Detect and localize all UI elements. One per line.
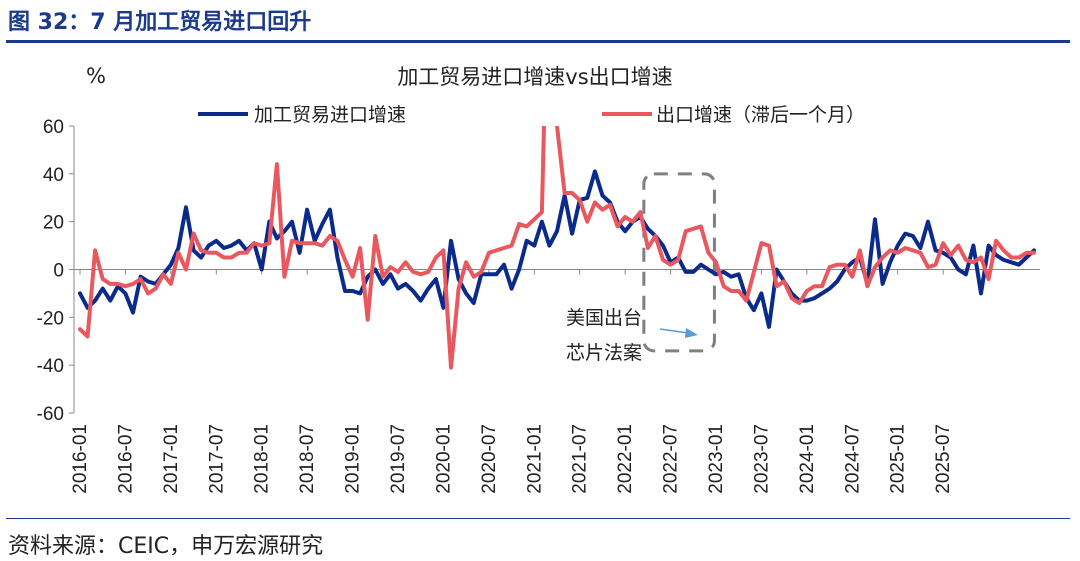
figure-title: 图 32：7 月加工贸易进口回升: [8, 10, 312, 35]
source-note: 资料来源：CEIC，申万宏源研究: [8, 534, 324, 559]
annotation-arrow-line: [659, 328, 689, 334]
x-tick-label: 2019-07: [388, 424, 409, 494]
y-axis-unit-label: %: [86, 64, 106, 88]
legend-label-series-2: 出口增速（滞后一个月）: [656, 104, 865, 126]
x-tick-label: 2016-07: [115, 424, 136, 494]
legend-label-series-1: 加工贸易进口增速: [254, 104, 406, 126]
x-tick-label: 2022-01: [615, 424, 636, 494]
annotation: 美国出台 芯片法案: [566, 172, 716, 364]
series-line-2: [78, 126, 1036, 370]
axes: 60 40 20 0 -20 -40 -60 2016-01 2016-07 2017-01 201…: [37, 117, 1040, 494]
x-tick-label: 2024-01: [797, 424, 818, 494]
chart-title: 加工贸易进口增速vs出口增速: [397, 65, 672, 89]
x-tick-label: 2020-01: [433, 424, 454, 494]
x-tick-label: 2020-07: [479, 424, 500, 494]
x-tick-label: 2025-07: [933, 424, 954, 494]
y-tick-label: -20: [37, 308, 64, 329]
x-tick-label: 2021-07: [570, 424, 591, 494]
y-tick-label: -60: [37, 404, 64, 425]
x-tick-label: 2023-01: [706, 424, 727, 494]
series-line-1: [78, 169, 1036, 329]
y-tick-label: 60: [43, 117, 64, 138]
y-tick-label: 40: [43, 165, 64, 186]
y-tick-label: 0: [53, 261, 64, 282]
source-rule: [6, 518, 1070, 519]
x-tick-label: 2017-01: [161, 424, 182, 494]
x-tick-label: 2019-01: [343, 424, 364, 494]
x-tick-label: 2024-07: [842, 424, 863, 494]
x-tick-label: 2023-07: [751, 424, 772, 494]
series-layer: [78, 126, 1036, 370]
annotation-arrow-head: [685, 328, 698, 338]
annotation-line-1: 美国出台: [566, 307, 642, 329]
title-rule: [6, 40, 1070, 43]
x-tick-label: 2022-07: [661, 424, 682, 494]
annotation-line-2: 芯片法案: [566, 342, 642, 364]
x-tick-label: 2025-01: [888, 424, 909, 494]
x-tick-label: 2017-07: [206, 424, 227, 494]
y-tick-label: -40: [37, 356, 64, 377]
y-tick-label: 20: [43, 213, 64, 234]
x-tick-label: 2018-07: [297, 424, 318, 494]
x-tick-label: 2016-01: [70, 424, 91, 494]
x-tick-label: 2021-01: [524, 424, 545, 494]
x-tick-label: 2018-01: [252, 424, 273, 494]
